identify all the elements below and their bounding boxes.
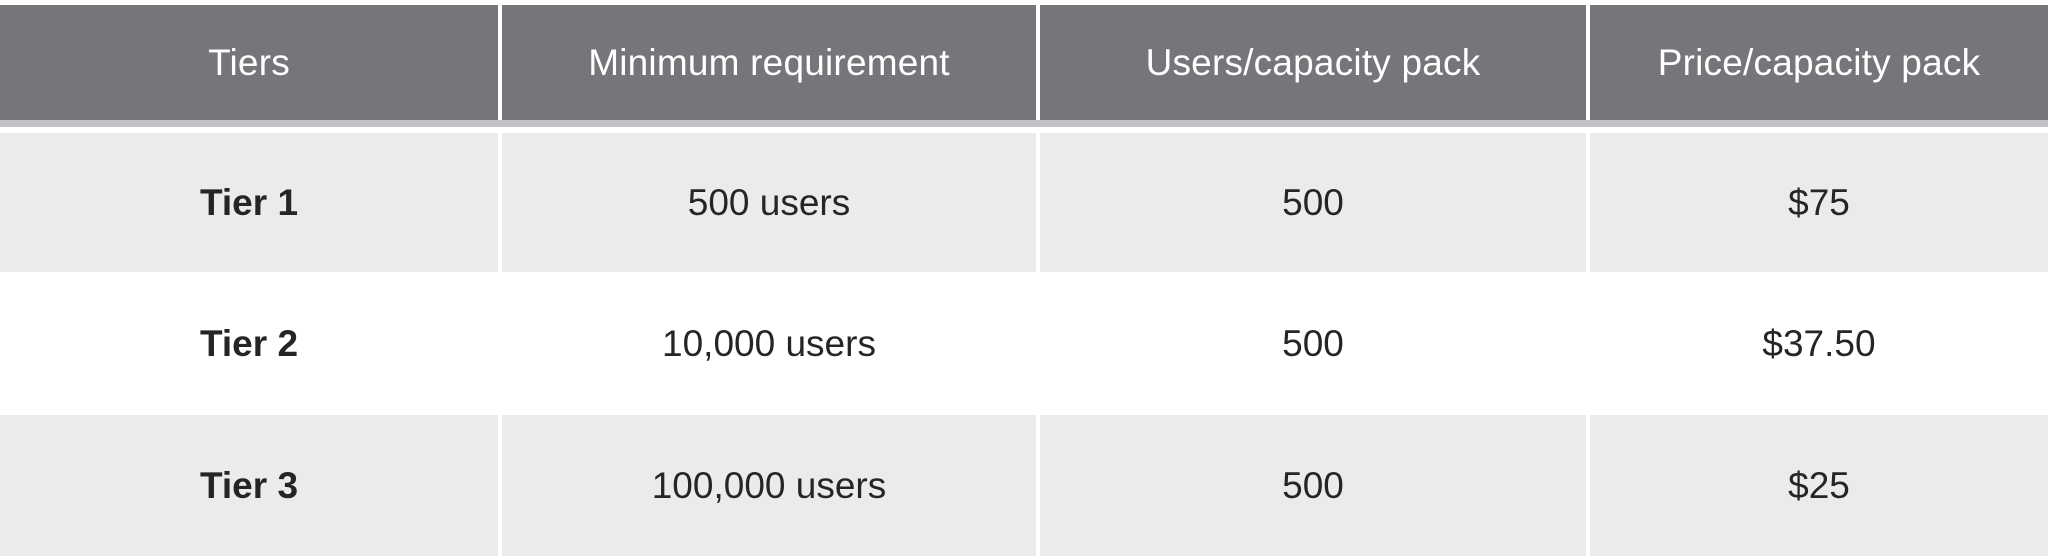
cell-price-per-capacity-pack: $75 [1590, 133, 2048, 272]
cell-price-per-capacity-pack: $25 [1590, 415, 2048, 556]
cell-minimum-requirement: 500 users [502, 133, 1036, 272]
column-header-minimum-requirement: Minimum requirement [502, 5, 1036, 120]
column-header-tiers: Tiers [0, 5, 498, 120]
cell-tier: Tier 1 [0, 133, 498, 272]
cell-tier: Tier 2 [0, 272, 498, 415]
cell-users-per-capacity-pack: 500 [1040, 133, 1586, 272]
table-header-row: Tiers Minimum requirement Users/capacity… [0, 5, 2048, 120]
table-row-tier-1: Tier 1 500 users 500 $75 [0, 133, 2048, 272]
cell-users-per-capacity-pack: 500 [1040, 272, 1586, 415]
column-header-users-per-capacity-pack: Users/capacity pack [1040, 5, 1586, 120]
cell-price-per-capacity-pack: $37.50 [1590, 272, 2048, 415]
table-row-tier-2: Tier 2 10,000 users 500 $37.50 [0, 272, 2048, 415]
cell-minimum-requirement: 10,000 users [502, 272, 1036, 415]
cell-users-per-capacity-pack: 500 [1040, 415, 1586, 556]
cell-minimum-requirement: 100,000 users [502, 415, 1036, 556]
table-row-tier-3: Tier 3 100,000 users 500 $25 [0, 415, 2048, 556]
cell-tier: Tier 3 [0, 415, 498, 556]
header-separator [0, 120, 2048, 127]
column-header-price-per-capacity-pack: Price/capacity pack [1590, 5, 2048, 120]
